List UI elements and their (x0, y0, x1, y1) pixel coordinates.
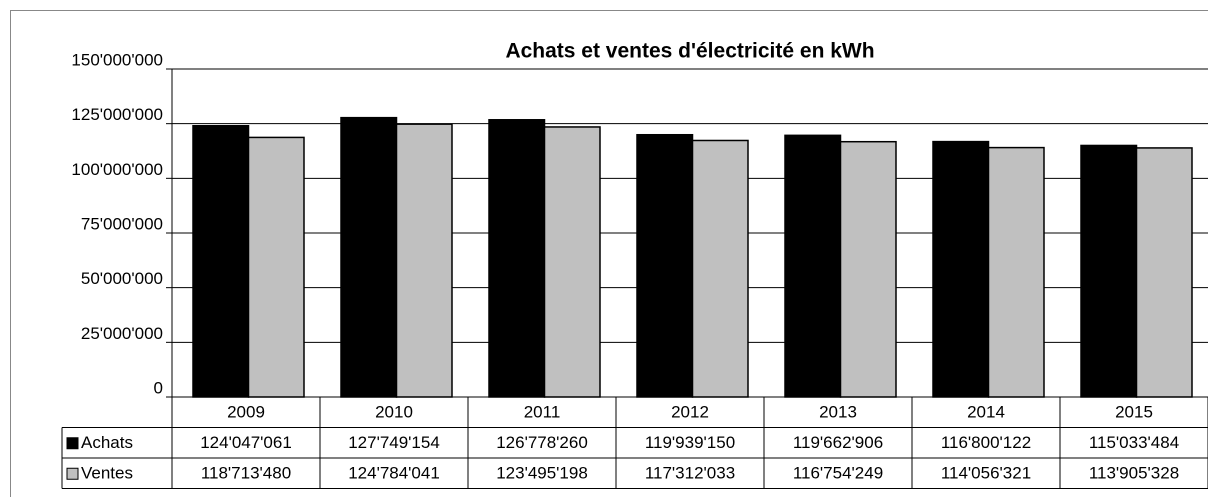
legend-key (67, 468, 78, 479)
data-label: 124'047'061 (200, 433, 292, 452)
data-label: 119'939'150 (645, 433, 735, 452)
data-label: 124'784'041 (348, 464, 440, 483)
data-label: 115'033'484 (1089, 433, 1179, 452)
data-label: 116'754'249 (793, 464, 883, 483)
x-tick-label: 2010 (375, 403, 413, 422)
bar (489, 120, 545, 397)
bar (1137, 148, 1193, 397)
bar (933, 142, 989, 397)
data-label: 123'495'198 (496, 464, 588, 483)
chart-title: Achats et ventes d'électricité en kWh (505, 40, 874, 63)
bar (989, 148, 1045, 397)
y-tick-label: 75'000'000 (81, 214, 163, 233)
legend-label: Ventes (81, 464, 133, 483)
data-label: 117'312'033 (645, 464, 735, 483)
data-label: 127'749'154 (348, 433, 440, 452)
y-tick-label: 125'000'000 (71, 105, 163, 124)
x-tick-label: 2014 (967, 403, 1005, 422)
legend-key (67, 438, 78, 449)
x-tick-label: 2009 (227, 403, 265, 422)
bar (193, 126, 249, 397)
data-label: 126'778'260 (496, 433, 588, 452)
legend-label: Achats (81, 433, 133, 452)
data-label: 116'800'122 (941, 433, 1031, 452)
bar (545, 127, 601, 397)
x-tick-label: 2013 (819, 403, 857, 422)
y-tick-label: 150'000'000 (71, 50, 163, 69)
y-tick-label: 25'000'000 (81, 324, 163, 343)
bar (341, 118, 397, 397)
x-tick-label: 2015 (1115, 403, 1153, 422)
y-tick-label: 50'000'000 (81, 269, 163, 288)
y-tick-label: 100'000'000 (71, 160, 163, 179)
x-tick-label: 2011 (524, 403, 561, 422)
y-tick-label: 0 (154, 378, 163, 397)
bar (1081, 145, 1137, 397)
x-tick-label: 2012 (671, 403, 709, 422)
data-label: 113'905'328 (1089, 464, 1179, 483)
bar (693, 140, 749, 397)
data-label: 114'056'321 (941, 464, 1031, 483)
bar (637, 135, 693, 397)
data-label: 118'713'480 (201, 464, 291, 483)
bar (785, 135, 841, 397)
bar (841, 142, 897, 397)
bar (249, 137, 305, 397)
bar (397, 124, 453, 397)
data-label: 119'662'906 (793, 433, 883, 452)
